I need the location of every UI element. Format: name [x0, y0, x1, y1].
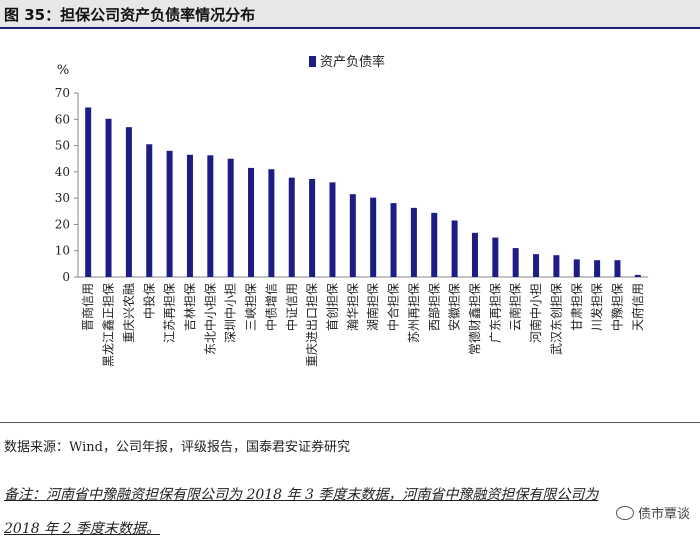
- bar: [207, 155, 214, 277]
- bar: [125, 127, 132, 278]
- category-label: 中豫担保: [609, 283, 624, 331]
- category-label: 瀚华担保: [345, 283, 360, 331]
- bar: [533, 254, 540, 277]
- category-label: 重庆进出口担保: [305, 283, 319, 367]
- y-tick-label: 70: [55, 86, 70, 100]
- bar: [512, 248, 519, 277]
- category-label: 云南担保: [508, 283, 523, 331]
- legend-swatch: [309, 56, 316, 67]
- bar: [451, 220, 458, 277]
- category-label: 中投保: [141, 283, 156, 319]
- category-label: 河南中小担: [528, 283, 543, 343]
- bar: [471, 232, 478, 277]
- category-label: 晋商信用: [80, 283, 95, 331]
- title-bar: 图 35：担保公司资产负债率情况分布: [0, 0, 700, 27]
- category-label: 甘肃担保: [570, 283, 584, 331]
- bar: [492, 237, 499, 277]
- category-label: 广东再担保: [488, 283, 502, 343]
- y-axis-unit: %: [57, 63, 69, 78]
- category-label: 三峡担保: [244, 283, 258, 331]
- category-label: 吉林担保: [183, 283, 197, 331]
- category-label: 重庆兴农融: [122, 283, 136, 343]
- bar: [431, 212, 438, 277]
- category-label: 天府信用: [630, 283, 645, 331]
- bar: [85, 107, 92, 277]
- category-label: 常德财鑫担保: [467, 283, 482, 355]
- legend-label: 资产负债率: [320, 54, 385, 70]
- category-label: 武汉东创担保: [549, 283, 563, 355]
- bar: [248, 167, 255, 277]
- category-label: 首创担保: [325, 283, 339, 331]
- category-label: 中证信用: [284, 283, 299, 331]
- bar: [349, 194, 356, 277]
- bar: [410, 207, 417, 277]
- category-label: 东北中小担保: [202, 283, 217, 355]
- y-tick-label: 40: [55, 165, 70, 179]
- bar: [573, 259, 580, 277]
- category-label: 湖南担保: [365, 283, 380, 331]
- bar: [227, 158, 234, 277]
- wechat-icon: [615, 505, 634, 520]
- title-rule: [0, 27, 700, 29]
- category-label: 西部担保: [426, 283, 441, 331]
- bar: [166, 150, 173, 277]
- y-tick-label: 30: [55, 191, 70, 205]
- bar: [329, 182, 336, 277]
- bar: [553, 255, 560, 277]
- y-tick-label: 20: [55, 217, 70, 231]
- category-label: 黑龙江鑫正担保: [101, 283, 116, 367]
- bar: [370, 197, 377, 277]
- footnote-line-1: 备注：河南省中豫融资担保有限公司为 2018 年 3 季度末数据，河南省中豫融资…: [4, 487, 599, 503]
- footnote: 备注：河南省中豫融资担保有限公司为 2018 年 3 季度末数据，河南省中豫融资…: [4, 478, 694, 546]
- bar: [268, 169, 275, 277]
- category-label: 川发担保: [589, 283, 604, 331]
- bar: [614, 260, 621, 277]
- bar: [309, 178, 316, 277]
- bar: [186, 154, 193, 277]
- category-label: 安徽担保: [447, 283, 462, 331]
- bar: [594, 260, 601, 277]
- watermark-text: 债市覃谈: [637, 507, 690, 522]
- y-tick-label: 60: [55, 112, 70, 126]
- figure-title: 图 35：担保公司资产负债率情况分布: [4, 6, 256, 24]
- data-source: 数据来源：Wind，公司年报，评级报告，国泰君安证券研究: [4, 440, 350, 455]
- y-tick-label: 50: [55, 139, 70, 153]
- footnote-line-2: 2018 年 2 季度末数据。: [4, 521, 160, 537]
- category-label: 苏州再担保: [407, 283, 421, 343]
- y-tick-label: 10: [55, 244, 70, 258]
- category-label: 中合担保: [386, 283, 401, 331]
- watermark: 债市覃谈: [613, 503, 692, 522]
- bar: [105, 118, 112, 277]
- bar: [146, 144, 153, 277]
- category-label: 深圳中小担: [223, 283, 238, 343]
- category-label: 中债增信: [263, 283, 278, 331]
- bar: [390, 203, 397, 277]
- category-label: 江苏再担保: [163, 283, 177, 343]
- footer-rule: [0, 422, 700, 423]
- bar: [634, 274, 641, 277]
- y-tick-label: 0: [62, 270, 70, 284]
- bar: [288, 177, 295, 277]
